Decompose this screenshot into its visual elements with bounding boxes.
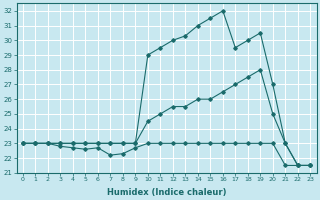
X-axis label: Humidex (Indice chaleur): Humidex (Indice chaleur) [107, 188, 226, 197]
